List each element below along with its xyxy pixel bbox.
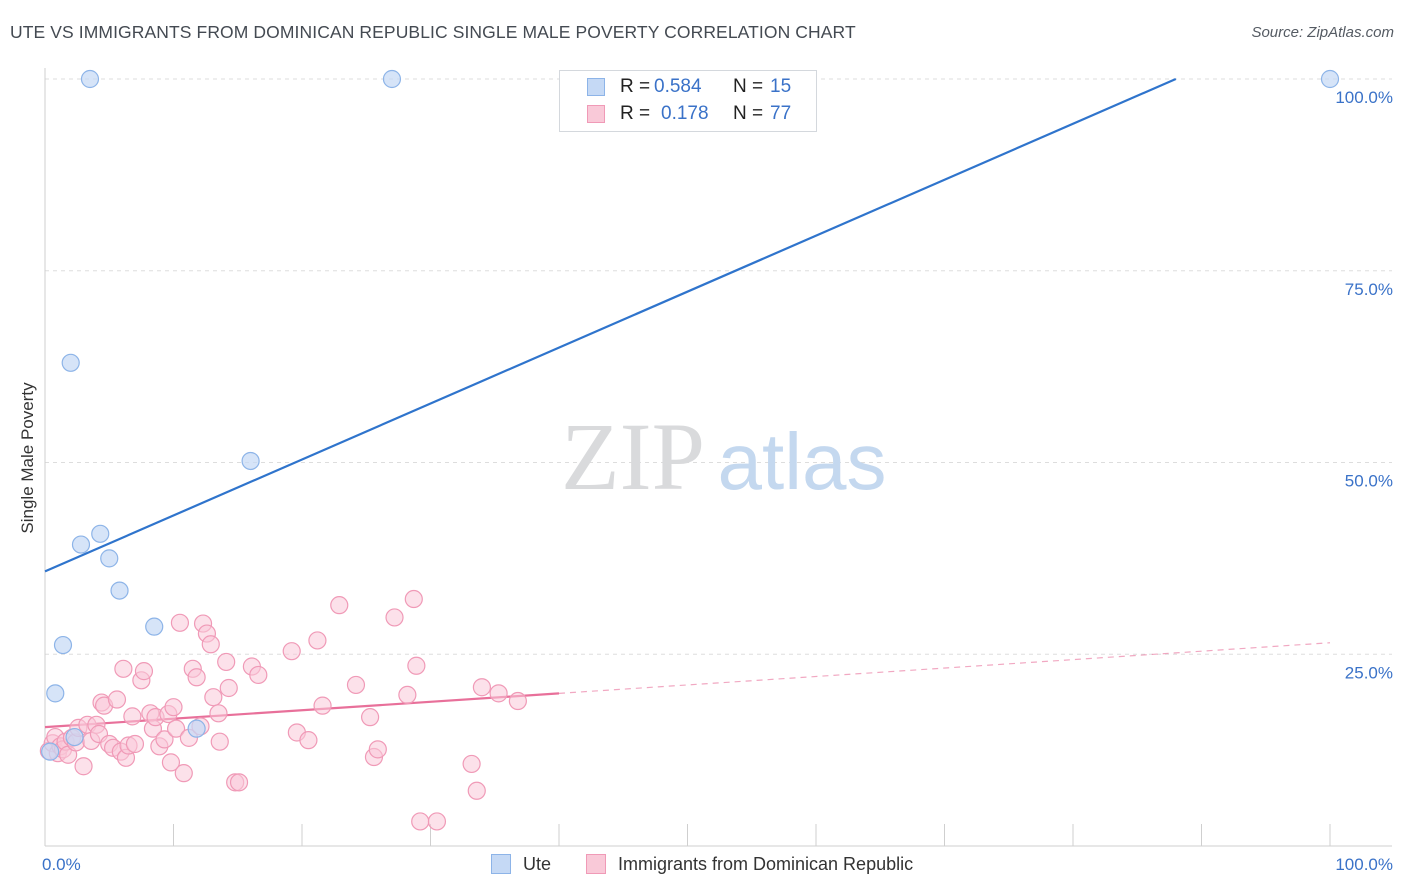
dominican-point [368,740,387,759]
ute-point [187,719,206,738]
ute-point [382,69,402,89]
y-tick-label: 50.0% [1345,472,1393,491]
dominican-point [462,754,481,774]
dominican-swatch [587,105,605,123]
dominican-point [201,635,220,654]
dominican-point [114,659,133,678]
dominican-point [385,608,404,627]
legend-label: Ute [523,854,552,874]
dominican-point [125,734,145,754]
ute-point [41,742,60,761]
dominican-point [229,773,249,792]
dominican-point [361,708,380,727]
y-tick-label: 75.0% [1345,280,1393,299]
dominican-point [472,678,491,697]
ute-point [241,451,260,471]
ute-point [1320,69,1340,89]
legend-label: Immigrants from Dominican Republic [618,854,914,874]
dominican-point [398,685,417,705]
n-value: 77 [770,103,792,124]
dominican-point [209,704,228,723]
dominican-point [204,688,223,707]
stats-box: R = 0.584 N = 15 R = 0.178 N = 77 [559,70,817,132]
x-tick-label: 0.0% [42,855,81,874]
dominican-point [508,691,527,711]
dominican-point [217,652,236,672]
ute-point [46,684,65,703]
r-label: R = [620,103,651,124]
watermark: ZIP atlas [561,403,886,510]
dominican-point [313,696,332,715]
ute-trend-line [44,77,1177,573]
dominican-point [282,642,301,661]
dominican-point [308,631,327,650]
data-points [39,69,1340,831]
ute-point [61,353,80,372]
dominican-point [427,812,447,831]
watermark-atlas: atlas [718,417,887,506]
ute-point [71,535,91,554]
ute-legend-swatch [491,854,511,874]
dominican-point [210,732,229,751]
r-label: R = [620,76,651,97]
gridlines [45,78,1392,655]
ute-swatch [587,78,605,96]
tick-labels: 25.0% 50.0% 75.0% 100.0% 0.0% 100.0% [42,88,1393,874]
dominican-point [249,665,268,685]
y-tick-label: 100.0% [1335,88,1393,107]
dominican-point [134,662,154,681]
dominican-point [404,589,423,609]
dominican-point [174,764,193,783]
ute-point [53,635,73,655]
dominican-point [407,656,426,675]
dominican-point [155,730,174,749]
dominican-point [170,613,190,632]
ute-point [80,69,100,89]
dominican-point [166,719,186,738]
y-tick-label: 25.0% [1345,663,1393,682]
ute-point [91,524,110,543]
dominican-legend-swatch [586,854,606,874]
source-credit: Source: ZipAtlas.com [1251,24,1394,41]
chart-title: UTE VS IMMIGRANTS FROM DOMINICAN REPUBLI… [10,22,856,42]
ute-point [100,549,119,568]
dominican-point [330,596,349,615]
x-tick-label: 100.0% [1335,855,1393,874]
dominican-point [123,707,142,726]
dominican-point [467,781,486,800]
legend-item-dominican[interactable]: Immigrants from Dominican Republic [586,852,913,876]
dominican-point [107,690,127,709]
r-value: 0.584 [654,76,702,97]
n-label: N = [733,76,764,97]
n-label: N = [733,103,764,124]
dominican-point [164,698,183,717]
ute-point [110,581,129,600]
dominican-point [299,731,318,750]
dominican-point [411,812,430,831]
dominican-point [74,757,93,776]
ute-point [65,727,84,747]
dominican-point [219,678,238,698]
n-value: 15 [770,76,792,97]
dominican-point [161,753,181,772]
dominican-point [187,668,206,687]
dominican-point [346,675,366,695]
ute-point [145,617,164,636]
legend-item-ute[interactable]: Ute [491,852,551,876]
dominican-trend-extension [558,642,1331,694]
dominican-point [489,684,508,703]
watermark-zip: ZIP [561,403,705,510]
r-value: 0.178 [661,103,709,124]
